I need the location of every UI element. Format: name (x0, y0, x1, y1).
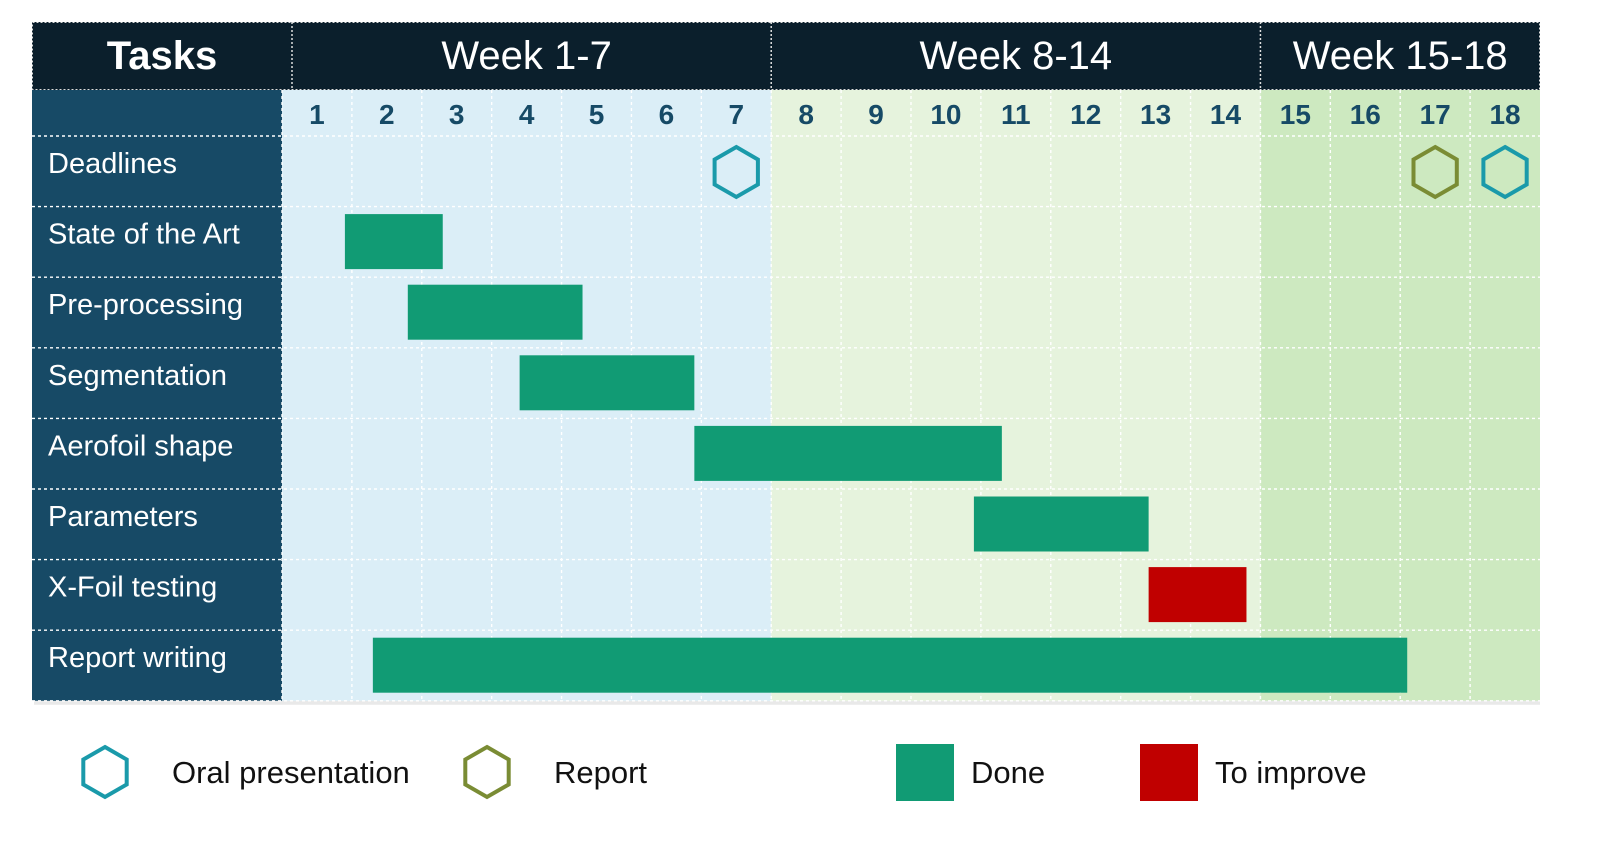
week-number: 12 (1070, 99, 1101, 130)
week-number: 17 (1420, 99, 1451, 130)
week-number: 9 (868, 99, 884, 130)
week-number: 11 (1001, 99, 1031, 130)
week-number: 8 (798, 99, 814, 130)
week-number: 10 (930, 99, 961, 130)
task-label: State of the Art (48, 219, 240, 251)
task-column (32, 90, 282, 701)
week-group-label: Week 15-18 (1293, 34, 1508, 78)
header-border (32, 22, 1540, 90)
week-number: 13 (1140, 99, 1171, 130)
tasks-header-label: Tasks (107, 34, 217, 78)
legend-report-hexagon-icon (463, 744, 511, 800)
week-number: 18 (1489, 99, 1520, 130)
week-number: 16 (1350, 99, 1381, 130)
legend-label: Oral presentation (172, 755, 410, 790)
task-bar-done (407, 284, 583, 340)
task-label: Pre-processing (48, 289, 243, 321)
task-bar-done (372, 637, 1408, 693)
week-group-label: Week 8-14 (919, 34, 1112, 78)
week-number: 15 (1280, 99, 1311, 130)
week-number: 14 (1210, 99, 1242, 130)
oral-presentation-hexagon-icon (712, 144, 760, 200)
week-number: 2 (379, 99, 395, 130)
legend-oral-hexagon-icon (81, 744, 129, 800)
week-number: 3 (449, 99, 465, 130)
task-bar-done (973, 496, 1149, 552)
report-hexagon-icon (1411, 144, 1459, 200)
week-group-label: Week 1-7 (441, 34, 611, 78)
header-band (32, 22, 1540, 90)
task-bar-to-improve (1148, 567, 1247, 623)
legend-to_improve-swatch (1140, 744, 1198, 801)
task-label: Aerofoil shape (48, 430, 233, 462)
legend-label: To improve (1215, 755, 1367, 790)
legend-label: Done (971, 755, 1045, 790)
week-number: 4 (519, 99, 535, 130)
legend-done-swatch (896, 744, 954, 801)
week-number: 1 (309, 99, 325, 130)
task-label: X-Foil testing (48, 572, 217, 604)
task-label: Deadlines (48, 148, 177, 180)
legend-label: Report (554, 755, 647, 790)
week-number: 7 (728, 99, 744, 130)
task-bar-done (519, 355, 695, 411)
task-label: Report writing (48, 642, 227, 674)
table-shadow (34, 700, 1540, 705)
week-number: 5 (589, 99, 605, 130)
grid-lines (32, 90, 1540, 702)
oral-presentation-hexagon-icon (1481, 144, 1529, 200)
week-number: 6 (659, 99, 675, 130)
task-bar-done (694, 425, 1002, 481)
task-label: Parameters (48, 501, 198, 533)
task-bar-done (344, 214, 443, 270)
task-label: Segmentation (48, 360, 227, 392)
